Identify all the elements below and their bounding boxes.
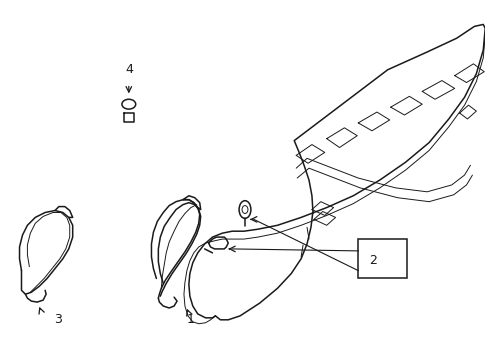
Text: 4: 4 (124, 63, 132, 76)
Bar (358, 239, 407, 278)
Text: 1: 1 (186, 313, 194, 326)
Text: 3: 3 (54, 313, 62, 326)
Text: 2: 2 (368, 254, 376, 267)
